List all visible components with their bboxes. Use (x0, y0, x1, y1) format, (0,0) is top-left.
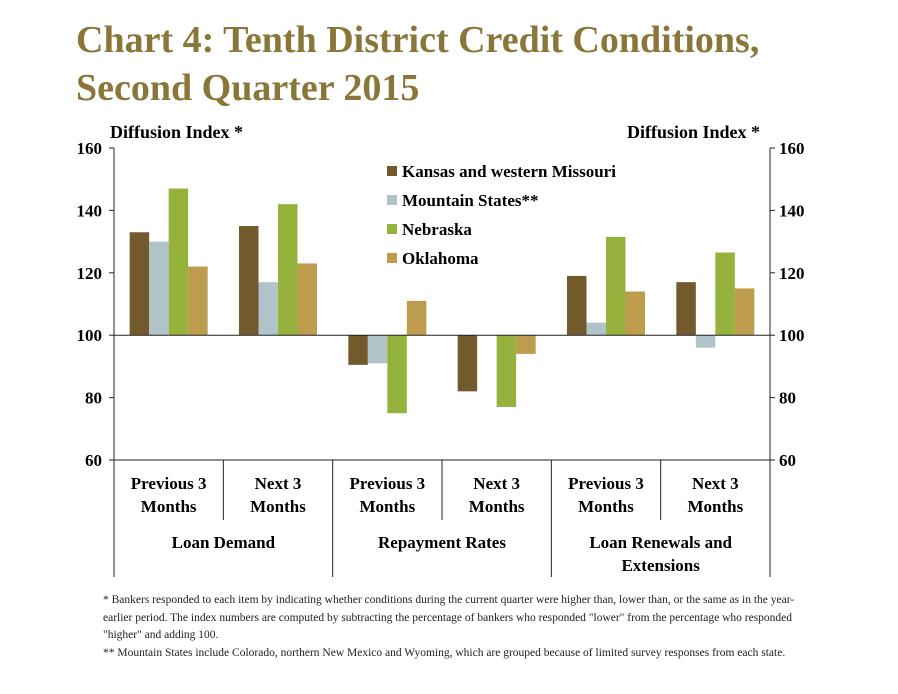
footnote-mountain-states: ** Mountain States include Colorado, nor… (103, 646, 786, 659)
chart-title-line-1: Chart 4: Tenth District Credit Condition… (76, 19, 760, 61)
bar (348, 335, 368, 365)
bar (496, 335, 517, 407)
bar (586, 322, 606, 336)
y-axis-title-right: Diffusion Index * (627, 122, 760, 142)
bar (695, 335, 716, 348)
bar (734, 288, 755, 336)
y-tick-label-left: 140 (77, 201, 103, 220)
bar (457, 335, 478, 392)
y-tick-label-right: 60 (779, 451, 796, 470)
category-label: Next 3 (473, 474, 520, 493)
bar (715, 252, 735, 336)
bar (129, 232, 150, 336)
tick-labels: 60 60 80 80 100 100 120 120 140 140 160 160 (77, 139, 805, 470)
category-label: Months (578, 497, 634, 516)
y-tick-label-right: 160 (779, 139, 805, 158)
category-label: Previous 3 (349, 474, 425, 493)
category-label: Months (359, 497, 415, 516)
category-label: Months (687, 497, 743, 516)
y-axis-title-left: Diffusion Index * (110, 122, 243, 142)
bar (567, 275, 587, 336)
bar (188, 266, 208, 336)
group-label: Loan Renewals and (589, 533, 732, 552)
category-label: Previous 3 (568, 474, 644, 493)
axes (109, 147, 775, 577)
category-label: Next 3 (255, 474, 302, 493)
y-tick-label-left: 160 (77, 139, 103, 158)
category-label: Months (141, 497, 197, 516)
legend-label: Oklahoma (402, 249, 479, 268)
category-label: Previous 3 (131, 474, 207, 493)
bar (406, 300, 427, 336)
bar (239, 226, 259, 336)
y-tick-label-left: 80 (85, 389, 102, 408)
bar (278, 204, 298, 336)
y-tick-label-right: 100 (779, 326, 805, 345)
bar (516, 335, 536, 354)
legend-swatch (387, 166, 397, 176)
legend-label: Nebraska (402, 220, 472, 239)
legend: Kansas and western Missouri Mountain Stat… (387, 162, 616, 268)
bar (297, 263, 317, 336)
bar (676, 282, 696, 336)
y-tick-label-right: 140 (779, 201, 805, 220)
legend-label: Kansas and western Missouri (402, 162, 616, 181)
bar (606, 236, 626, 336)
bar (149, 241, 169, 336)
legend-swatch (387, 195, 397, 205)
legend-swatch (387, 253, 397, 263)
bar (168, 188, 189, 336)
category-labels: Previous 3 Months Next 3 Months Previous 3 Mo… (131, 474, 744, 575)
bar (258, 282, 278, 336)
footnotes: * Bankers responded to each item by indi… (103, 592, 803, 662)
group-label: Extensions (621, 556, 700, 575)
legend-label: Mountain States** (402, 191, 538, 210)
chart-title-line-2: Second Quarter 2015 (76, 67, 420, 109)
category-label: Months (469, 497, 525, 516)
y-tick-label-left: 120 (77, 264, 103, 283)
bar (367, 335, 388, 364)
group-label: Loan Demand (172, 533, 276, 552)
y-tick-label-right: 120 (779, 264, 805, 283)
y-tick-label-left: 60 (85, 451, 102, 470)
group-label: Repayment Rates (378, 533, 506, 552)
bars (129, 188, 755, 414)
footnote-diffusion-index: * Bankers responded to each item by indi… (103, 594, 795, 641)
category-label: Next 3 (692, 474, 739, 493)
category-label: Months (250, 497, 306, 516)
y-tick-label-right: 80 (779, 389, 796, 408)
y-tick-label-left: 100 (77, 326, 103, 345)
bar (625, 291, 645, 336)
chart-title: Chart 4: Tenth District Credit Condition… (76, 16, 759, 112)
bar (387, 335, 407, 414)
legend-swatch (387, 224, 397, 234)
